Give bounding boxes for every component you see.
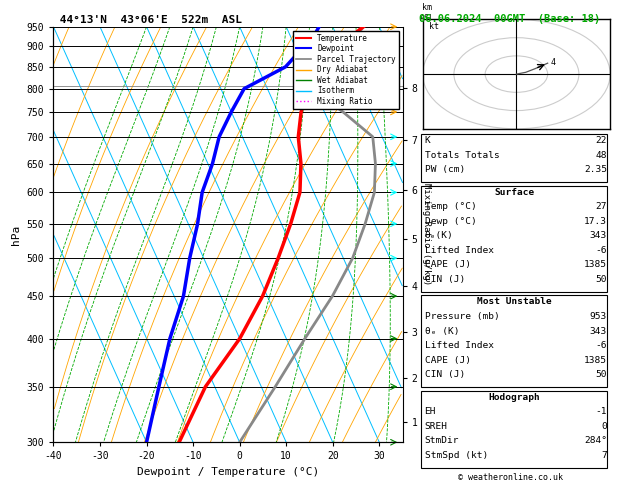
Text: 4: 4	[551, 58, 556, 67]
Text: 2.35: 2.35	[584, 165, 607, 174]
Text: 0: 0	[601, 422, 607, 431]
Text: 1385: 1385	[584, 260, 607, 270]
Text: 06.06.2024  00GMT  (Base: 18): 06.06.2024 00GMT (Base: 18)	[419, 14, 600, 24]
Text: kt: kt	[429, 21, 439, 31]
Text: 284°: 284°	[584, 436, 607, 446]
Text: PW (cm): PW (cm)	[425, 165, 465, 174]
Y-axis label: Mixing Ratio (g/kg): Mixing Ratio (g/kg)	[422, 183, 431, 286]
Text: Pressure (mb): Pressure (mb)	[425, 312, 499, 321]
Text: Dewp (°C): Dewp (°C)	[425, 217, 476, 226]
Text: CIN (J): CIN (J)	[425, 370, 465, 380]
Text: CAPE (J): CAPE (J)	[425, 356, 470, 365]
Text: 27: 27	[596, 202, 607, 211]
Text: 50: 50	[596, 370, 607, 380]
Text: StmSpd (kt): StmSpd (kt)	[425, 451, 488, 460]
Text: Temp (°C): Temp (°C)	[425, 202, 476, 211]
X-axis label: Dewpoint / Temperature (°C): Dewpoint / Temperature (°C)	[137, 467, 319, 477]
Text: 7: 7	[601, 451, 607, 460]
Text: 50: 50	[596, 275, 607, 284]
Text: θₑ (K): θₑ (K)	[425, 327, 459, 336]
Text: CIN (J): CIN (J)	[425, 275, 465, 284]
Text: km
ASL: km ASL	[420, 3, 435, 22]
Text: StmDir: StmDir	[425, 436, 459, 446]
Text: Lifted Index: Lifted Index	[425, 341, 494, 350]
Text: Totals Totals: Totals Totals	[425, 151, 499, 160]
Text: Lifted Index: Lifted Index	[425, 246, 494, 255]
Text: © weatheronline.co.uk: © weatheronline.co.uk	[459, 473, 563, 482]
Text: 343: 343	[590, 327, 607, 336]
Text: -6: -6	[596, 246, 607, 255]
Text: EH: EH	[425, 407, 436, 417]
Text: SREH: SREH	[425, 422, 448, 431]
Text: Most Unstable: Most Unstable	[477, 297, 552, 307]
Legend: Temperature, Dewpoint, Parcel Trajectory, Dry Adiabat, Wet Adiabat, Isotherm, Mi: Temperature, Dewpoint, Parcel Trajectory…	[292, 31, 399, 109]
Text: Hodograph: Hodograph	[488, 393, 540, 402]
Y-axis label: hPa: hPa	[11, 225, 21, 244]
Text: 44°13'N  43°06'E  522m  ASL: 44°13'N 43°06'E 522m ASL	[53, 15, 242, 25]
Text: 1385: 1385	[584, 356, 607, 365]
Text: -1: -1	[596, 407, 607, 417]
Text: 48: 48	[596, 151, 607, 160]
Text: Surface: Surface	[494, 188, 534, 197]
Text: 17.3: 17.3	[584, 217, 607, 226]
Text: θₑ(K): θₑ(K)	[425, 231, 454, 241]
Text: CAPE (J): CAPE (J)	[425, 260, 470, 270]
Text: 953: 953	[590, 312, 607, 321]
Text: 22: 22	[596, 136, 607, 145]
Text: 343: 343	[590, 231, 607, 241]
Text: K: K	[425, 136, 430, 145]
Text: -6: -6	[596, 341, 607, 350]
